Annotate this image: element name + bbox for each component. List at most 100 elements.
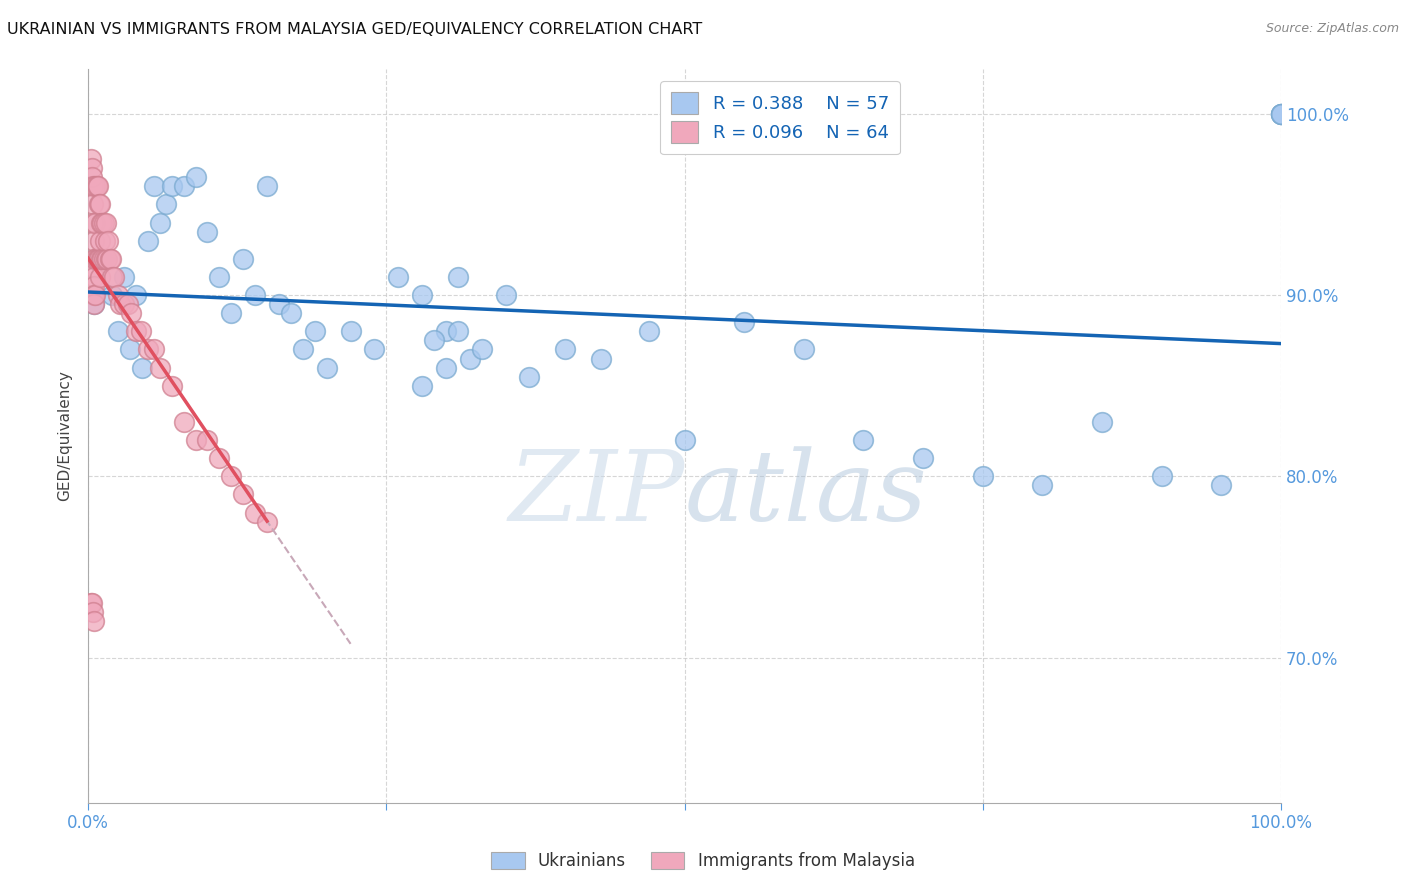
Point xyxy=(256,515,278,529)
Point xyxy=(118,343,141,357)
Point xyxy=(112,269,135,284)
Point xyxy=(173,415,195,429)
Legend: R = 0.388    N = 57, R = 0.096    N = 64: R = 0.388 N = 57, R = 0.096 N = 64 xyxy=(661,81,900,154)
Point xyxy=(495,288,517,302)
Point xyxy=(1031,478,1053,492)
Point xyxy=(304,324,326,338)
Point xyxy=(160,179,183,194)
Point xyxy=(110,297,132,311)
Point xyxy=(155,197,177,211)
Point xyxy=(103,269,125,284)
Point xyxy=(93,252,115,266)
Point xyxy=(83,269,105,284)
Point xyxy=(83,234,105,248)
Point xyxy=(82,605,104,619)
Point xyxy=(363,343,385,357)
Point xyxy=(100,252,122,266)
Point xyxy=(637,324,659,338)
Point xyxy=(733,315,755,329)
Point xyxy=(83,615,105,629)
Point xyxy=(83,288,105,302)
Point xyxy=(243,506,266,520)
Point xyxy=(98,252,121,266)
Point xyxy=(793,343,815,357)
Point xyxy=(87,252,110,266)
Point xyxy=(89,197,111,211)
Point xyxy=(471,343,494,357)
Point xyxy=(94,216,117,230)
Point xyxy=(90,216,112,230)
Point xyxy=(89,252,111,266)
Point xyxy=(1270,107,1292,121)
Point xyxy=(136,343,159,357)
Point xyxy=(912,451,935,466)
Point xyxy=(160,378,183,392)
Point xyxy=(673,433,696,447)
Point xyxy=(173,179,195,194)
Point xyxy=(232,252,254,266)
Point xyxy=(280,306,302,320)
Point xyxy=(387,269,409,284)
Point xyxy=(82,179,104,194)
Point xyxy=(221,469,243,483)
Point xyxy=(136,234,159,248)
Point xyxy=(84,216,107,230)
Text: atlas: atlas xyxy=(685,447,928,542)
Y-axis label: GED/Equivalency: GED/Equivalency xyxy=(58,370,72,501)
Point xyxy=(86,252,108,266)
Point xyxy=(131,360,153,375)
Point xyxy=(107,288,129,302)
Point xyxy=(86,179,108,194)
Text: UKRAINIAN VS IMMIGRANTS FROM MALAYSIA GED/EQUIVALENCY CORRELATION CHART: UKRAINIAN VS IMMIGRANTS FROM MALAYSIA GE… xyxy=(7,22,702,37)
Point xyxy=(411,378,433,392)
Point xyxy=(434,360,457,375)
Point xyxy=(423,334,446,348)
Point xyxy=(972,469,994,483)
Point xyxy=(267,297,290,311)
Point xyxy=(83,252,105,266)
Legend: Ukrainians, Immigrants from Malaysia: Ukrainians, Immigrants from Malaysia xyxy=(485,845,921,877)
Point xyxy=(86,252,108,266)
Point xyxy=(83,297,105,311)
Point xyxy=(221,306,243,320)
Point xyxy=(83,260,105,275)
Point xyxy=(94,252,117,266)
Point xyxy=(1270,107,1292,121)
Point xyxy=(129,324,152,338)
Point xyxy=(80,161,103,176)
Point xyxy=(589,351,612,366)
Point xyxy=(232,487,254,501)
Point xyxy=(142,179,165,194)
Point xyxy=(83,279,105,293)
Point xyxy=(1211,478,1233,492)
Point xyxy=(149,216,172,230)
Point xyxy=(90,252,112,266)
Point xyxy=(107,324,129,338)
Point xyxy=(91,252,114,266)
Point xyxy=(94,234,117,248)
Point xyxy=(79,596,101,610)
Point xyxy=(208,269,231,284)
Point xyxy=(89,234,111,248)
Point xyxy=(1150,469,1173,483)
Point xyxy=(149,360,172,375)
Point xyxy=(79,152,101,166)
Point xyxy=(142,343,165,357)
Point xyxy=(87,197,110,211)
Point xyxy=(112,297,135,311)
Point xyxy=(315,360,337,375)
Point xyxy=(519,369,541,384)
Point xyxy=(197,433,219,447)
Point xyxy=(291,343,314,357)
Point xyxy=(117,297,139,311)
Point xyxy=(434,324,457,338)
Point xyxy=(83,297,105,311)
Point xyxy=(86,179,108,194)
Point xyxy=(125,288,148,302)
Point xyxy=(1270,107,1292,121)
Point xyxy=(84,288,107,302)
Point xyxy=(1091,415,1114,429)
Point xyxy=(82,197,104,211)
Point xyxy=(447,269,470,284)
Point xyxy=(339,324,361,338)
